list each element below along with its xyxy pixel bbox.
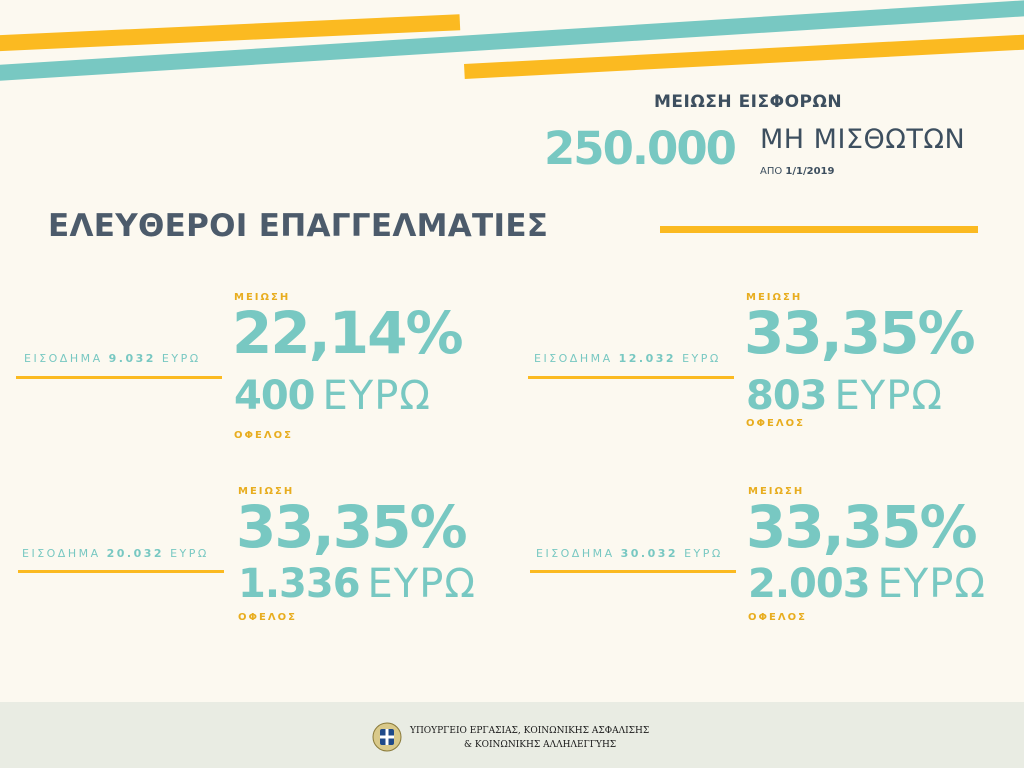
benefit-label: ΟΦΕΛΟΣ bbox=[234, 430, 293, 441]
income-rule bbox=[16, 376, 222, 379]
reduction-label: ΜΕΙΩΣΗ bbox=[238, 486, 295, 497]
since-prefix: ΑΠΟ bbox=[760, 166, 783, 177]
income-word: ΕΙΣΟΔΗΜΑ bbox=[536, 547, 615, 560]
ministry-line-2: & ΚΟΙΝΩΝΙΚΗΣ ΑΛΛΗΛΕΓΓΥΗΣ bbox=[464, 740, 617, 750]
income-value: 9.032 bbox=[108, 352, 156, 365]
income-rule bbox=[530, 570, 736, 573]
income-currency: ΕΥΡΩ bbox=[170, 547, 209, 560]
income-label: ΕΙΣΟΔΗΜΑ 12.032 ΕΥΡΩ bbox=[534, 352, 721, 365]
income-currency: ΕΥΡΩ bbox=[684, 547, 723, 560]
reduction-percent: 33,35% bbox=[236, 493, 468, 561]
income-value: 20.032 bbox=[106, 547, 165, 560]
subheadline: ΜΗ ΜΙΣΘΩΤΩΝ bbox=[760, 124, 966, 155]
title-rule bbox=[660, 226, 978, 233]
since-date: ΑΠΟ 1/1/2019 bbox=[760, 166, 834, 177]
income-label: ΕΙΣΟΔΗΜΑ 9.032 ΕΥΡΩ bbox=[24, 352, 201, 365]
benefit-amount: 2.003 ΕΥΡΩ bbox=[748, 564, 986, 604]
benefit-label: ΟΦΕΛΟΣ bbox=[238, 612, 297, 623]
benefit-currency: ΕΥΡΩ bbox=[834, 373, 943, 419]
footer-bar bbox=[0, 702, 1024, 768]
benefit-value: 400 bbox=[234, 373, 315, 419]
section-title: ΕΛΕΥΘΕΡΟΙ ΕΠΑΓΓΕΛΜΑΤΙΕΣ bbox=[48, 208, 549, 244]
income-value: 12.032 bbox=[618, 352, 677, 365]
income-currency: ΕΥΡΩ bbox=[161, 352, 201, 365]
income-word: ΕΙΣΟΔΗΜΑ bbox=[534, 352, 613, 365]
ministry-line-1: ΥΠΟΥΡΓΕΙΟ ΕΡΓΑΣΙΑΣ, ΚΟΙΝΩΝΙΚΗΣ ΑΣΦΑΛΙΣΗΣ bbox=[410, 726, 650, 736]
ministry-name: ΥΠΟΥΡΓΕΙΟ ΕΡΓΑΣΙΑΣ, ΚΟΙΝΩΝΙΚΗΣ ΑΣΦΑΛΙΣΗΣ… bbox=[410, 724, 649, 752]
income-label: ΕΙΣΟΔΗΜΑ 30.032 ΕΥΡΩ bbox=[536, 547, 723, 560]
benefit-value: 2.003 bbox=[748, 561, 871, 607]
benefit-currency: ΕΥΡΩ bbox=[322, 373, 431, 419]
benefit-currency: ΕΥΡΩ bbox=[367, 561, 476, 607]
benefit-label: ΟΦΕΛΟΣ bbox=[748, 612, 807, 623]
income-value: 30.032 bbox=[620, 547, 679, 560]
benefit-amount: 803 ΕΥΡΩ bbox=[746, 376, 943, 416]
benefit-currency: ΕΥΡΩ bbox=[877, 561, 986, 607]
reduction-label: ΜΕΙΩΣΗ bbox=[748, 486, 805, 497]
reduction-label: ΜΕΙΩΣΗ bbox=[234, 292, 291, 303]
income-rule bbox=[18, 570, 224, 573]
benefit-label: ΟΦΕΛΟΣ bbox=[746, 418, 805, 429]
headline: ΜΕΙΩΣΗ ΕΙΣΦΟΡΩΝ bbox=[654, 92, 843, 112]
beneficiaries-count: 250.000 bbox=[544, 122, 737, 175]
benefit-value: 1.336 bbox=[238, 561, 361, 607]
reduction-percent: 33,35% bbox=[744, 299, 976, 367]
benefit-amount: 400 ΕΥΡΩ bbox=[234, 376, 431, 416]
income-label: ΕΙΣΟΔΗΜΑ 20.032 ΕΥΡΩ bbox=[22, 547, 209, 560]
benefit-amount: 1.336 ΕΥΡΩ bbox=[238, 564, 476, 604]
reduction-percent: 33,35% bbox=[746, 493, 978, 561]
income-currency: ΕΥΡΩ bbox=[682, 352, 721, 365]
reduction-percent: 22,14% bbox=[232, 299, 464, 367]
income-word: ΕΙΣΟΔΗΜΑ bbox=[24, 352, 103, 365]
income-rule bbox=[528, 376, 734, 379]
greek-emblem-icon bbox=[372, 722, 402, 752]
reduction-label: ΜΕΙΩΣΗ bbox=[746, 292, 803, 303]
benefit-value: 803 bbox=[746, 373, 827, 419]
income-word: ΕΙΣΟΔΗΜΑ bbox=[22, 547, 101, 560]
since-date-value: 1/1/2019 bbox=[785, 166, 835, 177]
